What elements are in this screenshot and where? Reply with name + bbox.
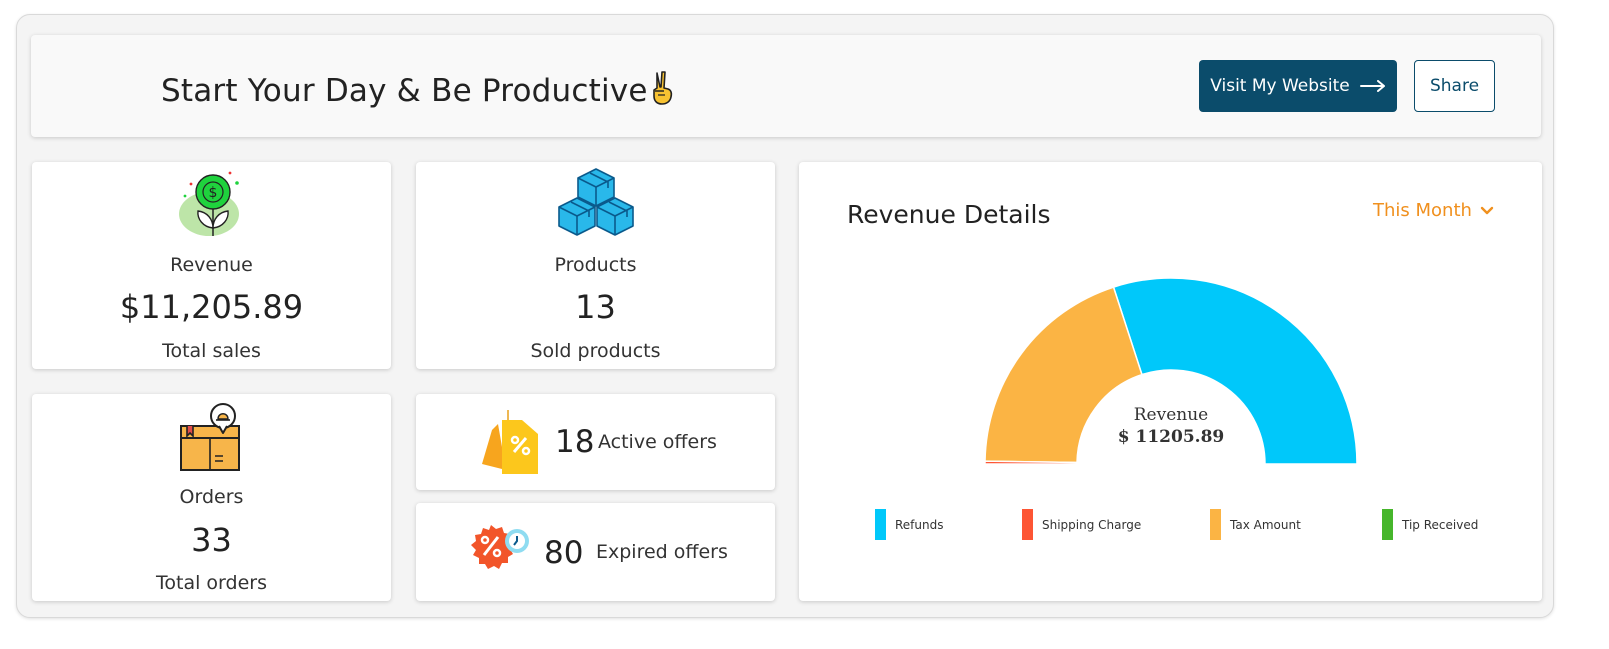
revenue-card: $ Revenue $11,205.89 Total sales bbox=[32, 162, 391, 369]
revenue-semi-donut-chart: Revenue $ 11205.89 bbox=[984, 277, 1358, 465]
dashboard-frame: Start Your Day & Be Productive Visit My … bbox=[16, 14, 1554, 618]
revenue-details-card: Revenue Details This Month Revenue $ 112… bbox=[799, 162, 1542, 601]
legend-label-tip: Tip Received bbox=[1402, 517, 1479, 532]
active-offers-card: 18 Active offers bbox=[416, 394, 775, 490]
discount-badge-clock-icon bbox=[466, 523, 532, 583]
expired-offers-label: Expired offers bbox=[596, 541, 728, 563]
slice-refunds[interactable] bbox=[1112, 277, 1358, 465]
slice-tax[interactable] bbox=[984, 286, 1143, 464]
products-card: Products 13 Sold products bbox=[416, 162, 775, 369]
chart-center-label: Revenue bbox=[1134, 405, 1208, 425]
orders-label: Orders bbox=[179, 486, 244, 508]
legend-swatch-shipping bbox=[1022, 509, 1033, 540]
legend-item-refunds[interactable]: Refunds bbox=[875, 509, 944, 540]
legend-item-tax[interactable]: Tax Amount bbox=[1210, 509, 1301, 540]
victory-hand-icon bbox=[650, 71, 676, 113]
legend-label-tax: Tax Amount bbox=[1230, 517, 1301, 532]
orders-value: 33 bbox=[191, 521, 232, 559]
revenue-details-title: Revenue Details bbox=[847, 200, 1051, 229]
svg-text:$: $ bbox=[208, 185, 217, 201]
boxes-icon bbox=[557, 167, 635, 247]
legend-swatch-refunds bbox=[875, 509, 886, 540]
legend-label-refunds: Refunds bbox=[895, 517, 944, 532]
legend-swatch-tip bbox=[1382, 509, 1393, 540]
revenue-sub: Total sales bbox=[162, 340, 261, 362]
orders-sub: Total orders bbox=[156, 572, 267, 594]
active-offers-count: 18 bbox=[555, 424, 595, 460]
legend-swatch-tax bbox=[1210, 509, 1221, 540]
money-plant-icon: $ bbox=[177, 170, 247, 244]
active-offers-label: Active offers bbox=[598, 431, 717, 453]
package-notification-icon bbox=[179, 402, 245, 476]
share-button[interactable]: Share bbox=[1414, 60, 1495, 112]
expired-offers-card: 80 Expired offers bbox=[416, 503, 775, 601]
share-label: Share bbox=[1429, 76, 1480, 96]
price-tag-percent-icon bbox=[480, 406, 540, 486]
visit-website-label: Visit My Website bbox=[1210, 76, 1350, 96]
products-label: Products bbox=[554, 254, 637, 276]
slice-shipping[interactable] bbox=[984, 460, 1078, 465]
welcome-header: Start Your Day & Be Productive Visit My … bbox=[31, 35, 1541, 137]
arrow-right-icon bbox=[1359, 80, 1385, 92]
legend-item-tip[interactable]: Tip Received bbox=[1382, 509, 1478, 540]
legend-label-shipping: Shipping Charge bbox=[1042, 517, 1142, 532]
revenue-label: Revenue bbox=[170, 254, 253, 276]
page-title-text: Start Your Day & Be Productive bbox=[161, 73, 648, 109]
products-sub: Sold products bbox=[530, 340, 661, 362]
page-title: Start Your Day & Be Productive bbox=[161, 71, 676, 113]
visit-website-button[interactable]: Visit My Website bbox=[1199, 60, 1397, 112]
period-dropdown-label: This Month bbox=[1373, 200, 1472, 221]
products-value: 13 bbox=[575, 288, 616, 326]
legend-item-shipping[interactable]: Shipping Charge bbox=[1022, 509, 1141, 540]
chevron-down-icon bbox=[1480, 206, 1494, 214]
orders-card: Orders 33 Total orders bbox=[32, 394, 391, 601]
period-dropdown[interactable]: This Month bbox=[1373, 200, 1494, 221]
expired-offers-count: 80 bbox=[544, 535, 584, 571]
chart-center-value: $ 11205.89 bbox=[1118, 427, 1224, 447]
revenue-value: $11,205.89 bbox=[119, 288, 304, 326]
